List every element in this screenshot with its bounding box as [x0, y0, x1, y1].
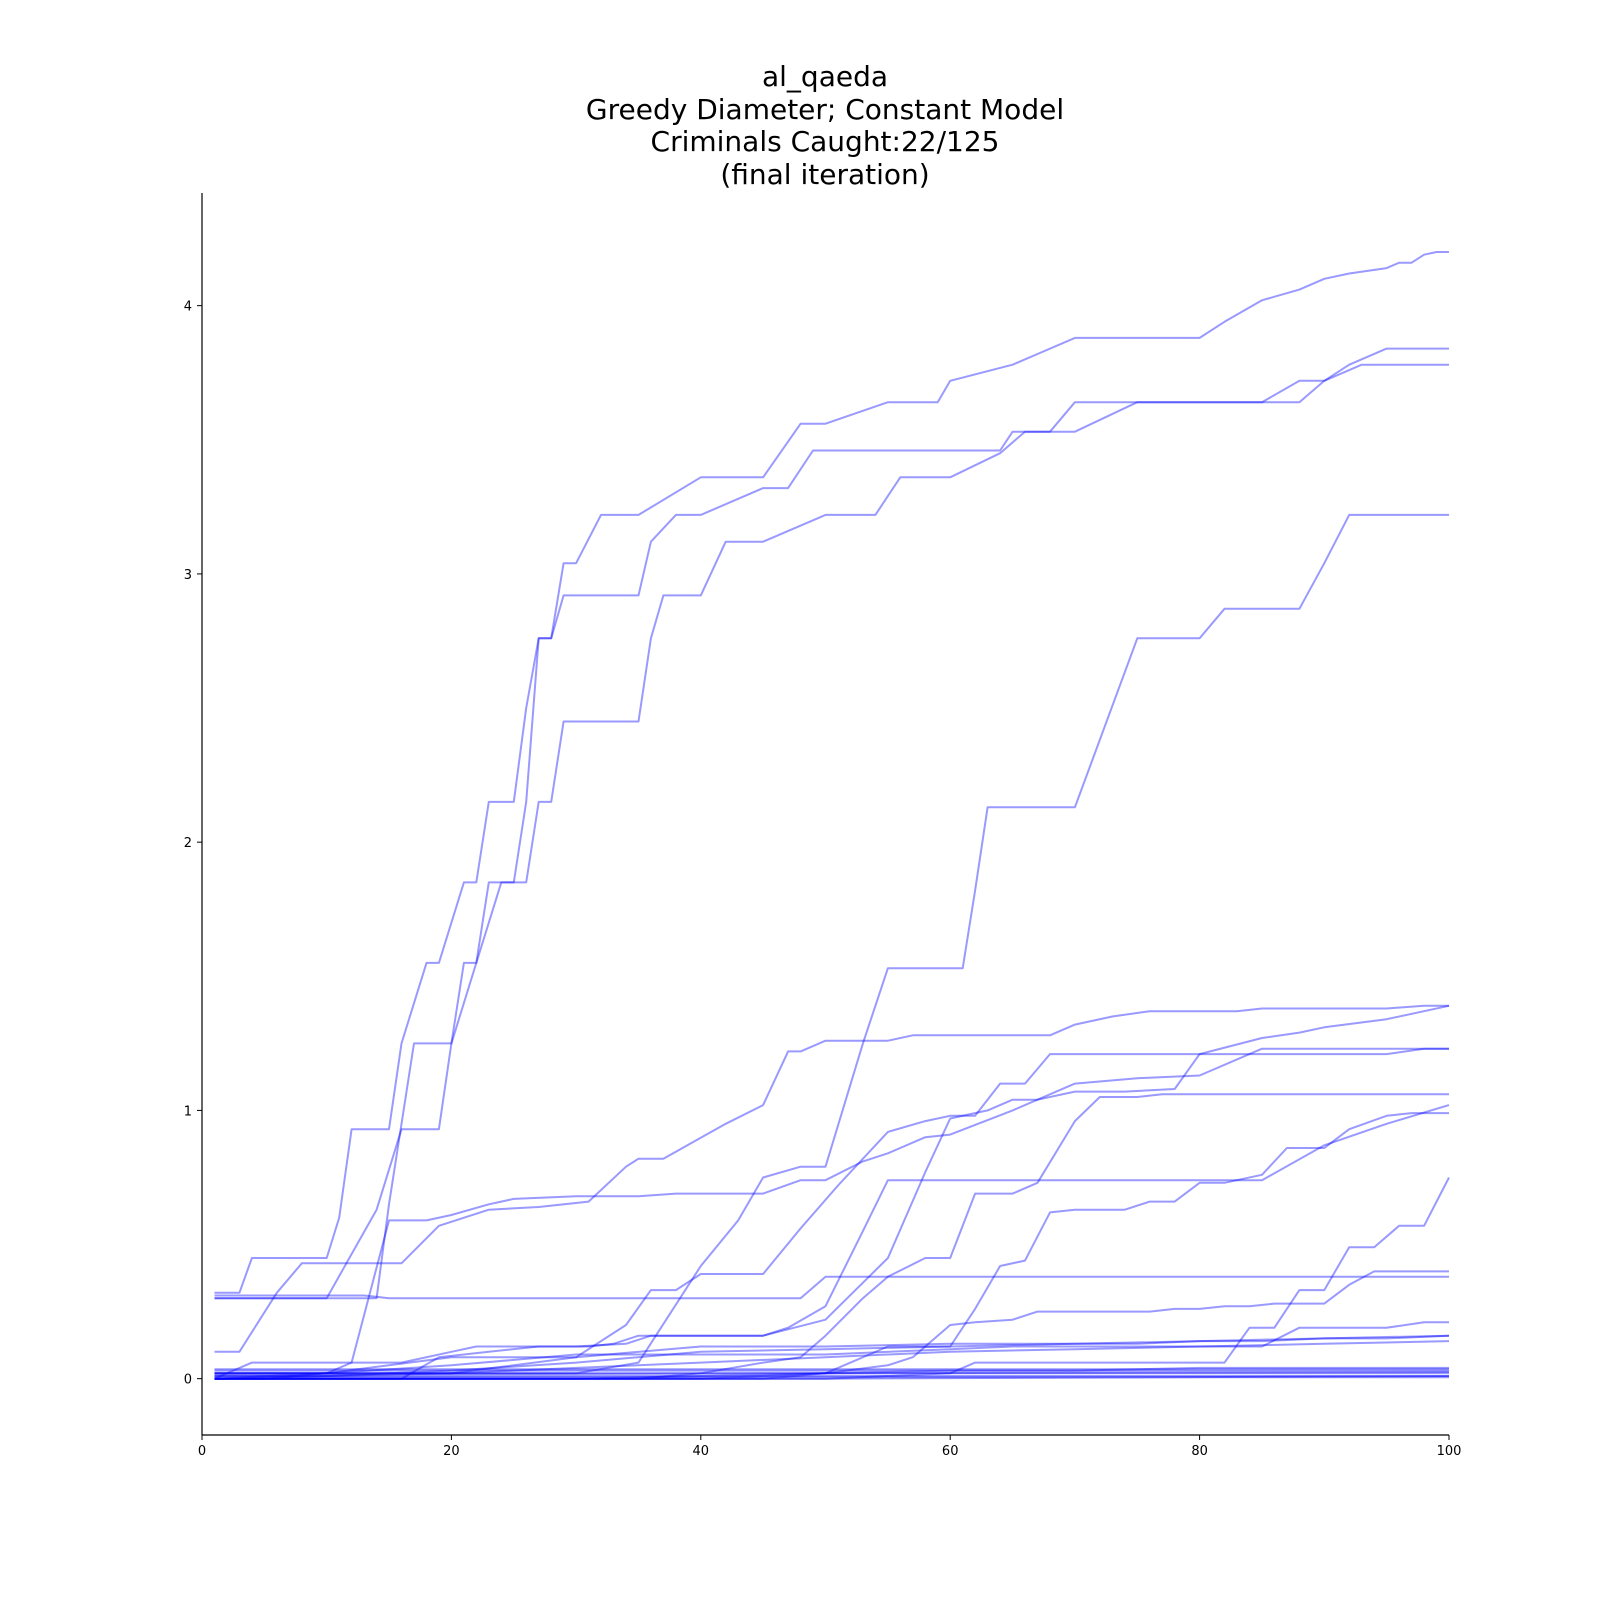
series-line-2	[214, 363, 1449, 1300]
y-tick-label: 2	[184, 836, 192, 851]
title-line-2: Greedy Diameter; Constant Model	[586, 93, 1064, 126]
series-line-7	[214, 1004, 1450, 1380]
x-tick-label: 80	[1191, 1444, 1208, 1459]
series-line-23	[214, 1375, 1450, 1380]
series-line-9	[214, 1104, 1450, 1380]
series-line-16	[214, 1321, 1449, 1380]
series-line-12	[214, 1112, 1449, 1380]
chart-title: al_qaeda Greedy Diameter; Constant Model…	[586, 60, 1064, 191]
series-line-14	[214, 1177, 1450, 1380]
series-line-1	[214, 251, 1449, 1294]
series-line-5	[214, 513, 1449, 1375]
title-line-3: Criminals Caught:22/125	[651, 125, 1000, 158]
x-tick-label: 60	[942, 1444, 959, 1459]
title-line-1: al_qaeda	[762, 60, 888, 93]
x-tick-label: 100	[1437, 1444, 1462, 1459]
x-ticks: 0 20 40 60 80 100	[198, 1435, 1462, 1459]
x-tick-label: 0	[198, 1444, 206, 1459]
series-line-6	[214, 1004, 1449, 1353]
y-tick-label: 1	[184, 1104, 192, 1119]
y-tick-label: 4	[184, 300, 192, 315]
series-line-19	[214, 1366, 1449, 1372]
series-line-11	[214, 1093, 1449, 1380]
axes	[201, 193, 1449, 1436]
series-line-22	[214, 1375, 1449, 1380]
series-line-4	[214, 1275, 1449, 1300]
title-line-4: (final iteration)	[720, 158, 929, 191]
series-line-17	[214, 1334, 1450, 1377]
x-tick-label: 40	[693, 1444, 710, 1459]
series-line-15	[214, 1334, 1450, 1375]
series-line-25	[214, 1371, 1450, 1376]
series-line-13	[214, 1270, 1449, 1380]
plot-area	[214, 251, 1450, 1380]
series-line-10	[214, 1047, 1449, 1375]
series-line-3	[214, 347, 1449, 1300]
y-tick-label: 0	[184, 1373, 192, 1388]
series-line-8	[214, 1047, 1449, 1380]
y-tick-label: 3	[184, 568, 192, 583]
y-ticks: 0 1 2 3 4	[184, 300, 202, 1388]
series-line-20	[214, 1369, 1449, 1375]
x-tick-label: 20	[443, 1444, 460, 1459]
series-line-18	[214, 1340, 1450, 1380]
series-line-21	[214, 1372, 1449, 1377]
